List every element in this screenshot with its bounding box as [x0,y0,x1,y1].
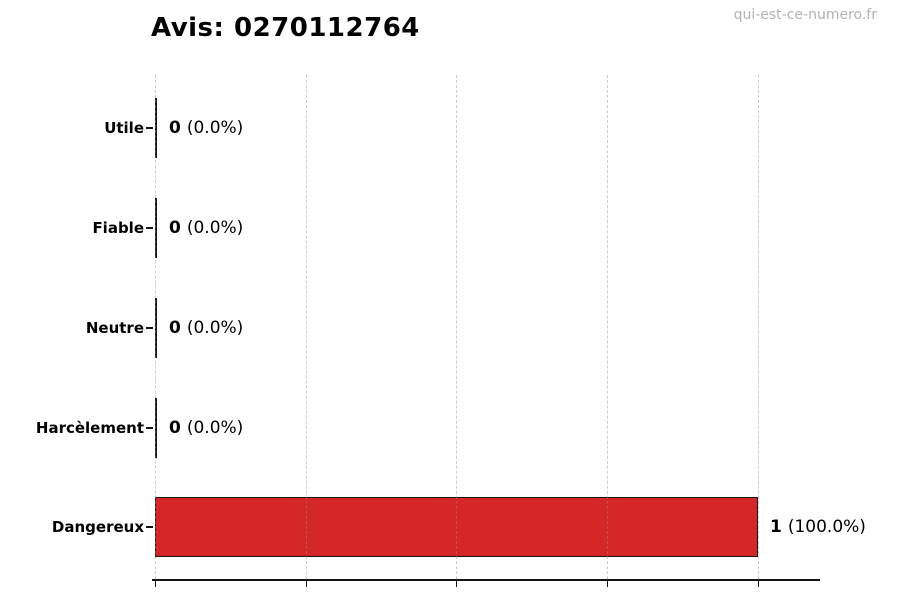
x-axis-line [152,579,820,581]
bar-row-neutre: 0 (0.0%) [155,298,243,358]
category-label-harcelement: Harcèlement [35,419,144,437]
y-tick [146,127,153,129]
bar-percent: (0.0%) [186,118,244,138]
bar [155,298,157,358]
category-label-neutre: Neutre [85,319,144,337]
bar-value: 0 [169,118,181,138]
bar-row-utile: 0 (0.0%) [155,98,243,158]
bar [155,198,157,258]
bar [155,398,157,458]
bar [155,98,157,158]
gridline [758,75,759,579]
x-tick [154,580,156,587]
y-tick [146,526,153,528]
x-tick [455,580,457,587]
x-tick [606,580,608,587]
bar [155,497,758,557]
bar-value-label: 0 (0.0%) [169,418,243,438]
y-tick [146,327,153,329]
bar-percent: (0.0%) [186,318,244,338]
category-label-dangereux: Dangereux [51,518,144,536]
bar-value: 0 [169,418,181,438]
bar-value-label: 0 (0.0%) [169,118,243,138]
bar-value: 1 [770,517,782,537]
bar-row-fiable: 0 (0.0%) [155,198,243,258]
gridline [607,75,608,579]
x-tick [305,580,307,587]
bar-value-label: 0 (0.0%) [169,218,243,238]
y-tick [146,427,153,429]
chart-title: Avis: 0270112764 [151,13,420,43]
bar-percent: (0.0%) [186,418,244,438]
bar-value: 0 [169,218,181,238]
gridline [155,75,156,579]
bar-percent: (0.0%) [186,218,244,238]
bar-percent: (100.0%) [787,517,866,537]
x-tick [757,580,759,587]
category-label-utile: Utile [104,119,144,137]
gridline [456,75,457,579]
bar-value: 0 [169,318,181,338]
gridline [306,75,307,579]
category-label-fiable: Fiable [92,219,144,237]
watermark: qui-est-ce-numero.fr [733,7,877,23]
bar-row-dangereux: 1 (100.0%) [155,497,866,557]
bar-row-harcelement: 0 (0.0%) [155,398,243,458]
bar-value-label: 0 (0.0%) [169,318,243,338]
y-tick [146,227,153,229]
bar-value-label: 1 (100.0%) [770,517,866,537]
